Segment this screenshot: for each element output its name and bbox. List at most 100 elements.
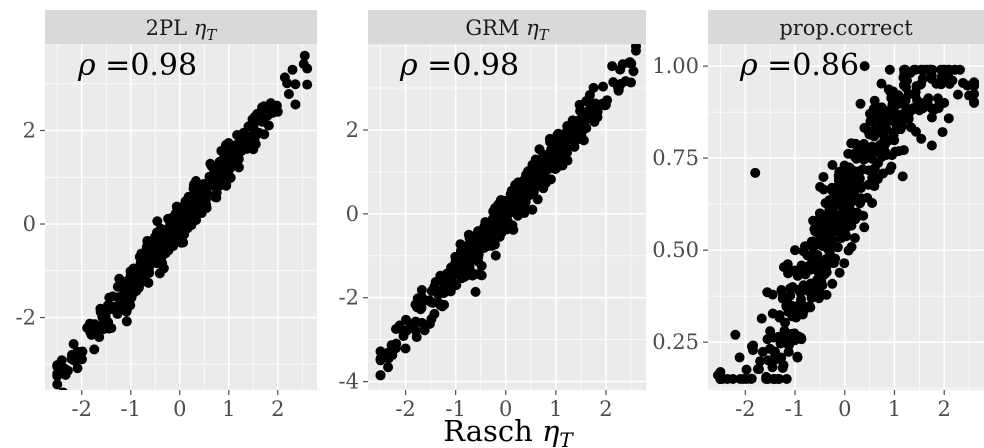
x-tick-label: -1 (121, 397, 141, 421)
scatter-point (868, 168, 879, 179)
scatter-point (513, 177, 524, 188)
scatter-point (763, 373, 774, 384)
scatter-point (823, 216, 834, 227)
scatter-point (163, 213, 174, 224)
scatter-point (815, 181, 826, 192)
scatter-point (859, 61, 870, 72)
points-1 (52, 50, 313, 390)
scatter-point (519, 208, 530, 219)
scatter-point (750, 167, 761, 178)
scatter-point (375, 353, 386, 364)
scatter-point (383, 353, 394, 364)
rho-annotation-3: ρ =0.86 (739, 48, 859, 83)
facet-panel-2: GRM ηT -2 -1 0 1 2 -4 -2 0 2 ρ =0.98 (339, 10, 646, 421)
scatter-point (916, 133, 927, 144)
strip-title-1: 2PL ηT (146, 16, 218, 44)
scatter-point (846, 241, 857, 252)
scatter-point (205, 158, 216, 169)
scatter-point (906, 122, 917, 133)
scatter-point (470, 246, 481, 257)
y-tick-label: 0 (346, 202, 359, 226)
y-tick-label: 1.00 (652, 54, 699, 78)
scatter-point (183, 195, 194, 206)
scatter-point (503, 217, 514, 228)
scatter-point (897, 171, 908, 182)
x-tick-label: 2 (938, 397, 951, 421)
scatter-point (464, 233, 475, 244)
facet-panel-3: prop.correct -2 -1 0 1 2 0.25 0.50 0.75 1.00 ρ … (652, 10, 984, 421)
scatter-point (806, 288, 817, 299)
scatter-point (129, 286, 140, 297)
points-3 (712, 61, 980, 384)
scatter-point (808, 236, 819, 247)
scatter-point (859, 122, 870, 133)
scatter-point (969, 88, 980, 99)
scatter-point (174, 215, 185, 226)
scatter-point (488, 206, 499, 217)
scatter-point (790, 245, 801, 256)
scatter-point (875, 121, 886, 132)
scatter-point (730, 329, 741, 340)
scatter-point (287, 64, 298, 75)
scatter-point (787, 305, 798, 316)
x-axis-3: -2 -1 0 1 2 (735, 390, 951, 421)
scatter-point (855, 198, 866, 209)
scatter-point (899, 64, 910, 75)
scatter-point (890, 146, 901, 157)
scatter-point (190, 176, 201, 187)
scatter-point (898, 72, 909, 83)
scatter-point (831, 218, 842, 229)
y-tick-label: 0.75 (652, 146, 699, 170)
scatter-point (792, 351, 803, 362)
y-axis-2: -4 -2 0 2 (339, 118, 368, 394)
scatter-point (849, 148, 860, 159)
scatter-point (602, 95, 613, 106)
y-axis-3: 0.25 0.50 0.75 1.00 (652, 54, 708, 354)
scatter-point (142, 244, 153, 255)
scatter-point (136, 260, 147, 271)
scatter-point (419, 325, 430, 336)
scatter-point (398, 325, 409, 336)
scatter-point (429, 308, 440, 319)
scatter-point (880, 113, 891, 124)
scatter-point (588, 82, 599, 93)
scatter-point (814, 279, 825, 290)
strip-bg-3 (708, 10, 984, 44)
scatter-point (410, 299, 421, 310)
scatter-point (531, 162, 542, 173)
scatter-point (586, 106, 597, 117)
scatter-point (95, 306, 106, 317)
scatter-point (819, 230, 830, 241)
scatter-point (777, 293, 788, 304)
scatter-point (947, 75, 958, 86)
scatter-point (225, 172, 236, 183)
scatter-point (210, 191, 221, 202)
scatter-point (499, 204, 510, 215)
scatter-point (250, 139, 261, 150)
scatter-point (553, 128, 564, 139)
scatter-point (773, 331, 784, 342)
y-tick-label: 0.50 (652, 238, 699, 262)
scatter-point (68, 338, 79, 349)
scatter-point (969, 96, 980, 107)
scatter-point (860, 146, 871, 157)
scatter-point (746, 341, 757, 352)
scatter-point (519, 199, 530, 210)
scatter-point (827, 160, 838, 171)
x-tick-label: 1 (888, 397, 901, 421)
scatter-point (576, 125, 587, 136)
scatter-point (755, 356, 766, 367)
scatter-point (924, 64, 935, 75)
scatter-point (446, 262, 457, 273)
scatter-point (796, 260, 807, 271)
scatter-point (427, 297, 438, 308)
scatter-point (781, 373, 792, 384)
scatter-point (878, 168, 889, 179)
rho-annotation-2: ρ =0.98 (399, 48, 519, 83)
scatter-point (442, 273, 453, 284)
scatter-point (783, 268, 794, 279)
scatter-point (299, 50, 310, 61)
scatter-point (884, 64, 895, 75)
scatter-point (778, 360, 789, 371)
scatter-point (569, 141, 580, 152)
